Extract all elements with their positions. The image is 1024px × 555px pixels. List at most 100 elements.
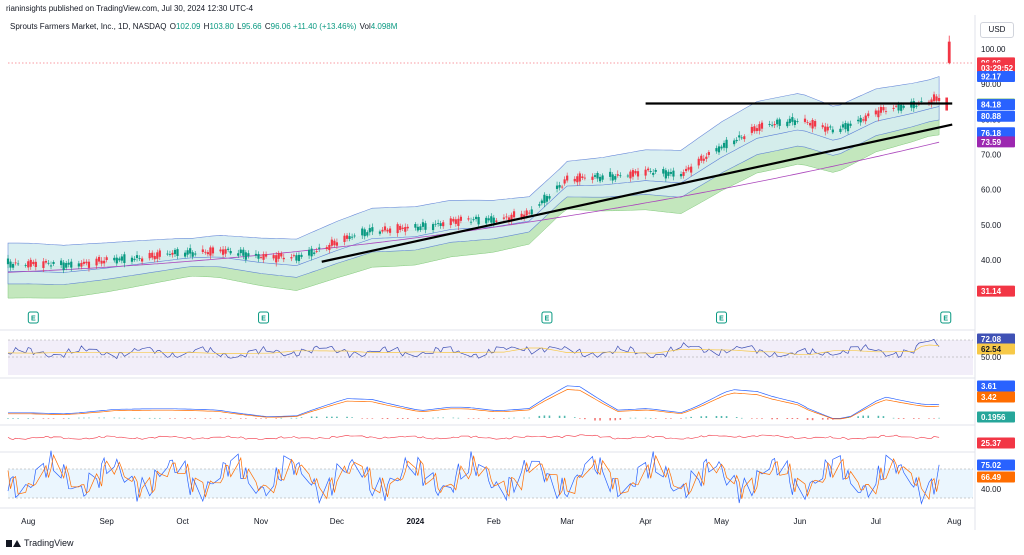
candle-body [735,139,738,142]
candle-body [884,111,888,113]
candle-body [510,214,513,222]
macd-histogram-bar [123,417,126,419]
candle-body [844,123,847,130]
macd-histogram-bar [877,415,880,418]
low-label: L [237,22,242,31]
candle-body [545,196,549,202]
macd-histogram-bar [670,418,672,419]
candle-body [140,258,144,262]
candle-body [259,257,263,258]
candle-body [702,158,705,161]
macd-histogram-bar [189,418,191,419]
candle-body [310,248,313,257]
macd-histogram-bar [933,418,935,419]
macd-histogram-bar [918,418,920,419]
macd-histogram-bar [548,415,551,418]
candle-body [388,228,392,233]
candle-body [892,107,895,109]
candle-body [862,119,865,121]
footer-brand[interactable]: TradingView [6,538,74,548]
close-value: 96.06 [270,22,291,31]
x-tick-label: Feb [487,517,501,526]
candle-body [525,210,528,216]
candle-body [538,204,541,206]
candle-body [295,255,298,261]
macd-histogram-bar [594,418,596,421]
candle-body [540,200,543,204]
indicator-tag-label: 3.42 [981,393,997,402]
candle-body [555,185,559,189]
macd-histogram-bar [148,417,151,419]
price-tag-box [977,127,1015,139]
candle-body [366,232,369,236]
macd-histogram-bar [665,418,667,419]
candle-body [717,146,721,153]
macd-histogram-bar [882,416,885,418]
candle-body [297,254,301,262]
ma-200-line [7,141,940,273]
candle-body [528,212,531,214]
candle-body [85,261,88,264]
macd-histogram-bar [47,418,50,419]
indicator-tag-box [977,380,1015,392]
candle-body [227,248,230,250]
candle-body [277,252,280,259]
macd-histogram-bar [649,417,652,419]
candle-body [614,176,617,180]
macd-histogram-bar [300,417,303,418]
indicator-tag-label: 25.37 [981,439,1002,448]
candle-body [133,258,136,260]
candle-body [920,101,923,103]
candle-body [42,261,45,268]
high-label: H [203,22,210,31]
macd-histogram-bar [67,417,70,419]
candle-body [378,231,382,234]
candle-body [543,194,546,204]
tradingview-logo-icon [6,539,21,548]
candle-body [634,170,637,174]
macd-histogram-bar [690,416,692,418]
macd-histogram-bar [913,418,915,419]
price-tick-label: 90.00 [981,80,1002,89]
candle-body [472,219,475,221]
price-tick-label: 40.00 [981,256,1002,265]
price-tag-box [977,285,1015,297]
candle-body [912,101,915,109]
earnings-marker [258,311,270,324]
candle-body [750,126,753,133]
candle-body [47,262,50,264]
price-tag-label: 31.14 [981,287,1002,296]
macd-histogram-bar [634,417,637,419]
candle-body [148,252,151,259]
macd-histogram-bar [386,418,389,420]
candle-body [894,105,898,107]
macd-histogram-bar [513,417,515,419]
candle-body [351,236,354,238]
candle-body [778,119,781,126]
candle-body [229,250,232,254]
candle-body [70,261,73,268]
price-tick-label: 70.00 [981,151,1002,160]
macd-histogram-bar [528,417,531,419]
candle-body [449,218,452,226]
macd-histogram-bar [492,418,495,419]
change-value: +11.40 (+13.46%) [292,22,357,31]
candle-body [264,254,268,257]
candle-body [17,263,20,265]
currency-button[interactable]: USD [980,22,1014,38]
macd-histogram-bar [563,415,566,418]
price-tag-box [977,110,1015,122]
macd-histogram-bar [579,418,581,419]
candle-body [690,166,693,173]
stoch-band [8,469,973,498]
macd-histogram-bar [417,418,419,419]
candle-body [416,226,419,231]
candle-body [457,218,460,226]
macd-histogram-bar [740,417,743,419]
candle-body [652,172,655,175]
candle-body [733,140,736,145]
macd-histogram-bar [720,415,723,418]
macd-histogram-bar [331,416,333,418]
macd-histogram-bar [42,418,45,419]
